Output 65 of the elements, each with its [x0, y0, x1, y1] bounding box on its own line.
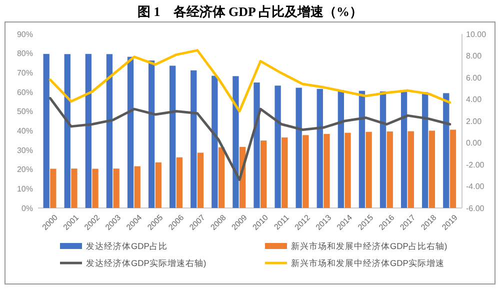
- bar: [71, 168, 78, 208]
- bar: [366, 132, 372, 208]
- bar: [400, 92, 408, 208]
- y2-tick-label: 4.00: [466, 95, 482, 104]
- y2-tick-label: 2.00: [466, 116, 482, 126]
- y2-tick-label: 6.00: [466, 73, 482, 82]
- bar: [212, 76, 218, 208]
- bar: [338, 90, 344, 208]
- bar: [50, 168, 56, 208]
- bar: [408, 131, 414, 208]
- y-tick-label: 50%: [16, 107, 33, 116]
- bar: [113, 168, 120, 208]
- bar: [282, 137, 288, 208]
- bar: [358, 90, 366, 208]
- line-series: [48, 49, 452, 112]
- y-tick-label: 30%: [16, 146, 33, 155]
- line-series: [48, 96, 452, 181]
- bar: [254, 82, 260, 208]
- bar: [43, 54, 50, 208]
- bar: [443, 93, 450, 208]
- bar: [428, 130, 436, 208]
- y-tick-label: 60%: [16, 88, 33, 97]
- bar: [170, 66, 176, 208]
- bar: [134, 166, 140, 208]
- y-tick-label: 10%: [16, 184, 33, 194]
- y-tick-label: 20%: [16, 165, 33, 174]
- y-tick-label: 0%: [21, 204, 33, 213]
- legend-label: 发达经济体GDP实际增速右轴): [86, 258, 206, 268]
- y2-tick-label: 8.00: [466, 52, 482, 61]
- bar: [106, 54, 113, 208]
- y-tick-label: 70%: [16, 68, 33, 78]
- chart-title: 图 1 各经济体 GDP 占比及增速（%）: [138, 4, 362, 19]
- bar: [380, 91, 386, 208]
- y-tick-label: 40%: [16, 126, 33, 136]
- y2-tick-label: -6.00: [466, 204, 485, 213]
- legend-label: 发达经济体GDP占比: [86, 240, 168, 251]
- bar: [92, 168, 98, 208]
- y-tick-label: 90%: [16, 30, 33, 39]
- bar: [176, 157, 183, 208]
- bar: [155, 162, 162, 208]
- y2-tick-label: -4.00: [466, 182, 485, 192]
- bar: [85, 54, 92, 208]
- bar: [127, 56, 134, 208]
- bar: [190, 70, 197, 208]
- bar: [422, 92, 428, 208]
- bar: [197, 152, 204, 208]
- bar: [274, 86, 281, 208]
- bar: [232, 76, 239, 208]
- y2-tick-label: 10.00: [466, 30, 487, 39]
- legend-label: 新兴市场和发展中经济体GDP实际增速: [291, 258, 444, 268]
- bar: [296, 88, 302, 208]
- bar: [316, 88, 323, 208]
- bar: [260, 140, 267, 208]
- bar: [450, 130, 456, 208]
- bar: [218, 147, 225, 208]
- bar: [148, 60, 155, 208]
- bar: [344, 132, 351, 208]
- y2-tick-label: 0.00: [466, 138, 482, 148]
- y-tick-label: 80%: [16, 49, 33, 58]
- bar: [64, 54, 70, 208]
- bar: [302, 135, 309, 208]
- bar: [386, 131, 393, 208]
- y2-tick-label: -2.00: [466, 160, 485, 170]
- legend-label: 新兴市场和发展中经济体GDP占比右轴): [291, 240, 448, 251]
- bar: [324, 134, 330, 208]
